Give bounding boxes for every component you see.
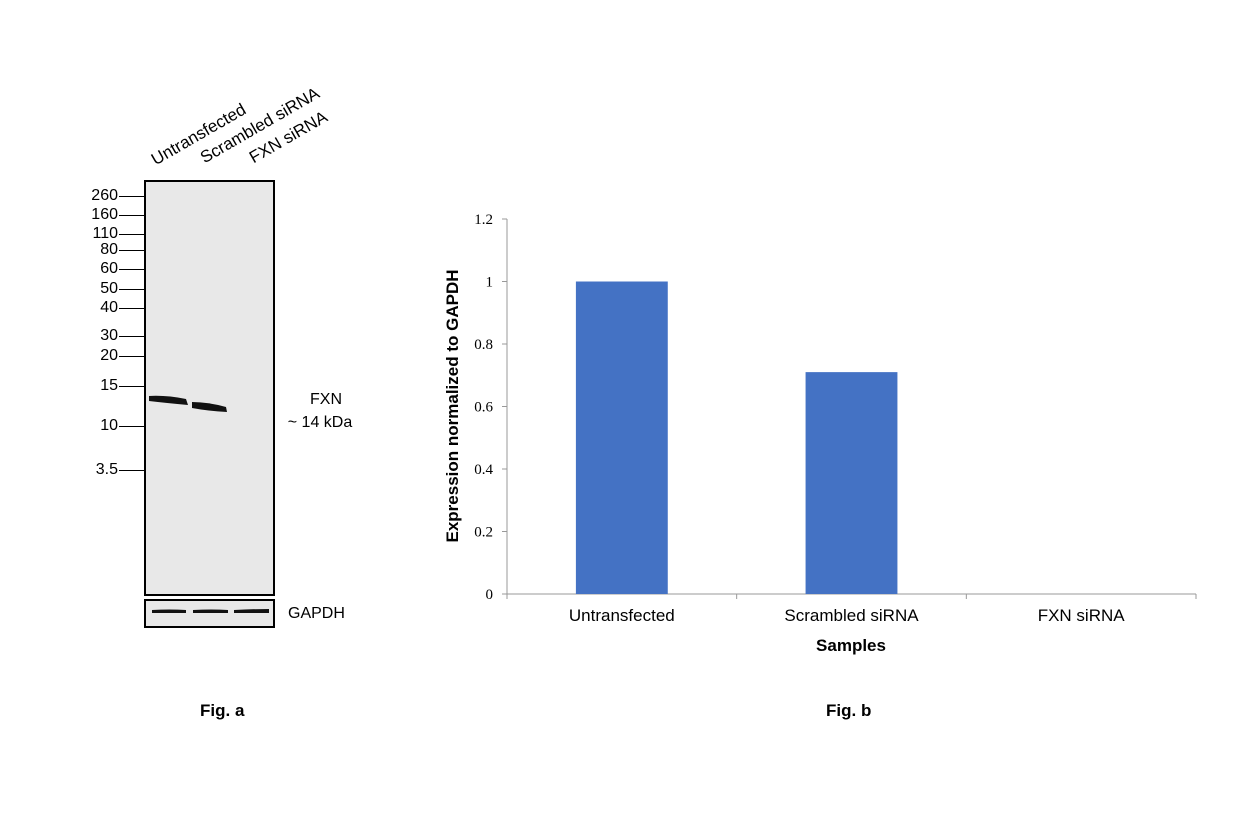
gapdh-bands — [152, 609, 269, 613]
bar-untransfected — [575, 281, 668, 594]
mw-tick-3-5 — [119, 470, 145, 471]
fxn-bands — [149, 395, 227, 412]
y-tick-label: 1.2 — [474, 212, 493, 228]
mw-tick-50 — [119, 289, 145, 290]
mw-tick-260 — [119, 196, 145, 197]
y-tick-label: 0.8 — [474, 337, 493, 353]
x-tick-label: FXN siRNA — [1038, 606, 1126, 625]
x-tick-label: Scrambled siRNA — [784, 606, 919, 625]
mw-marker-15: 15 — [100, 377, 118, 394]
x-tick-label: Untransfected — [569, 606, 675, 625]
mw-marker-160: 160 — [91, 206, 118, 223]
bar-scrambled-sirna — [805, 372, 898, 594]
mw-marker-60: 60 — [100, 260, 118, 277]
y-tick-label: 1 — [486, 275, 494, 291]
mw-tick-20 — [119, 356, 145, 357]
mw-tick-110 — [119, 234, 145, 235]
target-protein-label: FXN — [310, 391, 342, 408]
fig-a-label: Fig. a — [200, 701, 245, 720]
mw-tick-30 — [119, 336, 145, 337]
y-tick-label: 0.4 — [474, 462, 493, 478]
mw-marker-40: 40 — [100, 299, 118, 316]
mw-marker-3-5: 3.5 — [95, 461, 118, 478]
mw-marker-110: 110 — [92, 225, 118, 242]
mw-tick-10 — [119, 426, 145, 427]
y-tick-label: 0.2 — [474, 525, 493, 541]
target-size-label: ~ 14 kDa — [287, 414, 353, 431]
mw-tick-15 — [119, 386, 145, 387]
blot-membrane — [144, 180, 275, 596]
gapdh-membrane — [144, 599, 275, 628]
mw-marker-80: 80 — [100, 241, 118, 258]
loading-control-label: GAPDH — [288, 605, 345, 622]
mw-marker-10: 10 — [100, 417, 118, 434]
mw-marker-260: 260 — [91, 187, 118, 204]
y-tick-label: 0 — [486, 587, 494, 603]
y-tick-label: 0.6 — [474, 400, 493, 416]
mw-marker-50: 50 — [100, 280, 118, 297]
mw-marker-20: 20 — [100, 347, 118, 364]
mw-tick-80 — [119, 250, 145, 251]
y-axis-label: Expression normalized to GAPDH — [443, 270, 462, 543]
x-axis-label: Samples — [816, 636, 886, 655]
fig-b-label: Fig. b — [826, 701, 872, 720]
mw-tick-60 — [119, 269, 145, 270]
mw-tick-160 — [119, 215, 145, 216]
mw-tick-40 — [119, 308, 145, 309]
mw-marker-30: 30 — [100, 327, 118, 344]
